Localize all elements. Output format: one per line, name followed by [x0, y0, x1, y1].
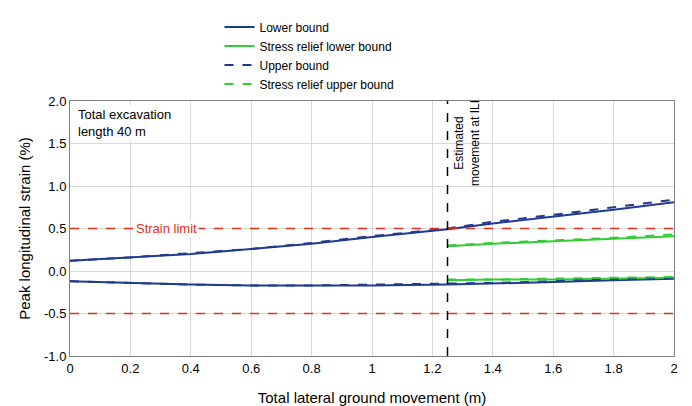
svg-text:Stress relief upper bound: Stress relief upper bound: [260, 78, 394, 92]
svg-text:Estimatedmovement at ILI: Estimatedmovement at ILI: [452, 100, 482, 186]
svg-text:Strain limit: Strain limit: [136, 221, 197, 236]
svg-text:1.4: 1.4: [484, 361, 502, 376]
svg-text:Total lateral ground movement: Total lateral ground movement (m): [258, 389, 486, 406]
svg-text:1.5: 1.5: [48, 136, 66, 151]
svg-text:0.0: 0.0: [48, 264, 66, 279]
svg-text:0.2: 0.2: [121, 361, 139, 376]
svg-text:0: 0: [66, 361, 73, 376]
svg-text:0.4: 0.4: [182, 361, 200, 376]
svg-text:Upper bound: Upper bound: [260, 59, 329, 73]
svg-text:Total excavationlength 40 m: Total excavationlength 40 m: [78, 107, 171, 139]
svg-text:1: 1: [368, 361, 375, 376]
svg-text:Lower bound: Lower bound: [260, 21, 329, 35]
svg-text:0.8: 0.8: [303, 361, 321, 376]
svg-text:2: 2: [670, 361, 677, 376]
svg-text:1.6: 1.6: [544, 361, 562, 376]
svg-text:-0.5: -0.5: [44, 306, 66, 321]
svg-text:1.8: 1.8: [605, 361, 623, 376]
svg-text:2.0: 2.0: [48, 94, 66, 109]
svg-text:1.2: 1.2: [423, 361, 441, 376]
svg-text:0.6: 0.6: [242, 361, 260, 376]
svg-text:Stress relief lower bound: Stress relief lower bound: [260, 40, 392, 54]
svg-text:Peak longitudinal strain (%): Peak longitudinal strain (%): [16, 137, 33, 320]
svg-text:1.0: 1.0: [48, 179, 66, 194]
svg-text:-1.0: -1.0: [44, 349, 66, 364]
svg-text:0.5: 0.5: [48, 221, 66, 236]
